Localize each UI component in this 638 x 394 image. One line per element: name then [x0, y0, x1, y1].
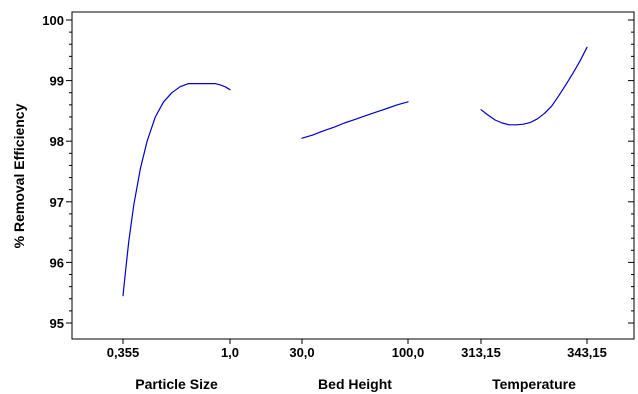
series-layer — [122, 46, 588, 297]
x-tick-label-panel-2-0: 313,15 — [461, 345, 501, 360]
x-tick-label-panel-0-0: 0,355 — [107, 345, 140, 360]
x-tick-label-panel-1-0: 30,0 — [289, 345, 314, 360]
y-tick-label-98: 98 — [50, 134, 64, 149]
y-axis-title: % Removal Efficiency — [11, 103, 27, 248]
series-line-panel-1-0 — [301, 101, 409, 139]
x-tick-label-panel-2-1: 343,15 — [567, 345, 607, 360]
plot-frame — [71, 11, 635, 340]
y-tick-label-96: 96 — [50, 255, 64, 270]
y-tick-label-99: 99 — [50, 74, 64, 89]
series-line-panel-0-0 — [122, 82, 231, 297]
y-tick-label-100: 100 — [42, 13, 64, 28]
y-tick-label-95: 95 — [50, 316, 64, 331]
labels: 95 96 97 98 99 100 0,355 1,0 Particle Size 30,0 10… — [42, 13, 607, 392]
x-axis-title-panel-2: Temperature — [492, 376, 576, 392]
y-tick-label-97: 97 — [50, 195, 64, 210]
x-axis-title-panel-0: Particle Size — [135, 376, 218, 392]
ticks — [66, 19, 634, 344]
x-tick-label-panel-0-1: 1,0 — [221, 345, 239, 360]
x-tick-label-panel-1-1: 100,0 — [392, 345, 425, 360]
series-line-panel-2-0 — [480, 46, 588, 126]
x-axis-title-panel-1: Bed Height — [318, 376, 392, 392]
